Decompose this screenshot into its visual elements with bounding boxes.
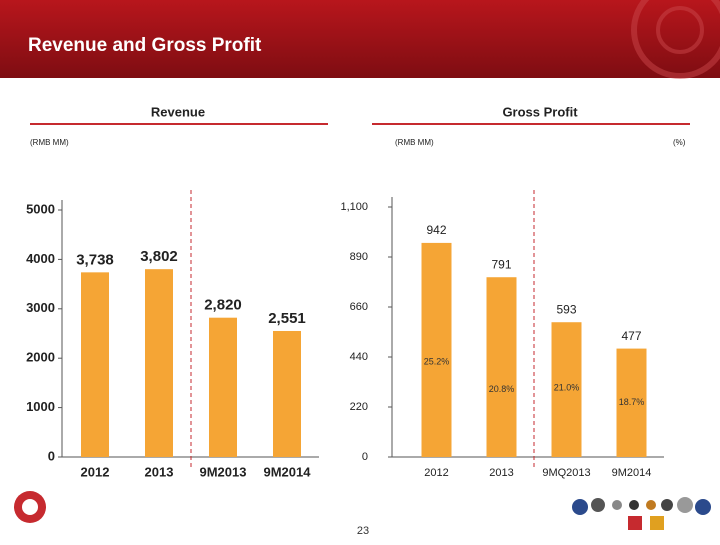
y-tick-label: 4000 (26, 251, 55, 266)
y-tick-label: 220 (350, 401, 368, 413)
margin-label: 25.2% (424, 356, 450, 366)
data-label: 3,738 (76, 251, 114, 268)
data-label: 2,820 (204, 297, 242, 314)
y-tick-label: 1000 (26, 399, 55, 414)
y2-axis-unit: (%) (673, 138, 686, 147)
bar (421, 242, 452, 457)
margin-label: 18.7% (619, 397, 645, 407)
x-tick-label: 2013 (489, 467, 513, 479)
page-number: 23 (357, 525, 369, 537)
x-tick-label: 2012 (424, 467, 448, 479)
bar (273, 330, 301, 457)
logo (14, 491, 46, 523)
bar (81, 272, 109, 457)
chart-title: Gross Profit (502, 104, 578, 119)
y-axis-unit: (RMB MM) (30, 138, 69, 147)
margin-label: 21.0% (554, 383, 580, 393)
y-axis-unit: (RMB MM) (395, 138, 434, 147)
header-decoration (631, 0, 720, 79)
y-tick-label: 660 (350, 301, 368, 313)
data-label: 477 (621, 329, 641, 343)
x-tick-label: 9M2014 (612, 467, 652, 479)
bar (486, 277, 517, 457)
y-tick-label: 890 (350, 251, 368, 263)
brand-icons (572, 497, 711, 530)
y-tick-label: 440 (350, 351, 368, 363)
y-tick-label: 1,100 (340, 201, 368, 213)
margin-label: 20.8% (489, 384, 515, 394)
x-tick-label: 9M2013 (200, 464, 247, 479)
data-label: 3,802 (140, 248, 178, 265)
y-tick-label: 0 (362, 451, 368, 463)
y-tick-label: 0 (48, 448, 55, 463)
header-band (0, 0, 720, 78)
x-tick-label: 9M2014 (264, 464, 312, 479)
header-decoration (656, 6, 704, 54)
x-tick-label: 2013 (145, 464, 174, 479)
bar (616, 348, 647, 457)
data-label: 791 (491, 257, 511, 271)
y-tick-label: 3000 (26, 300, 55, 315)
bar (145, 269, 173, 457)
data-label: 942 (426, 223, 446, 237)
x-tick-label: 9MQ2013 (542, 467, 590, 479)
y-tick-label: 5000 (26, 201, 55, 216)
bar (551, 322, 582, 457)
slide-title: Revenue and Gross Profit (28, 35, 262, 56)
bar (209, 317, 237, 457)
y-tick-label: 2000 (26, 350, 55, 365)
data-label: 2,551 (268, 310, 306, 327)
chart-title: Revenue (151, 104, 205, 119)
data-label: 593 (556, 302, 576, 316)
x-tick-label: 2012 (81, 464, 110, 479)
